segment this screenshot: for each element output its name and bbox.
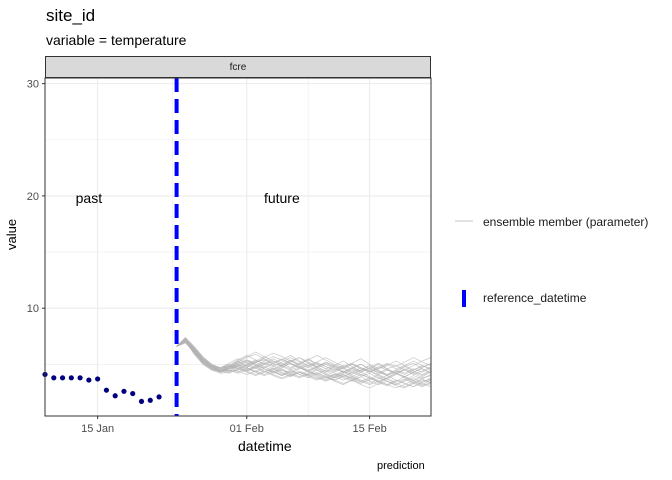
x-tick-label: 01 Feb (230, 423, 264, 435)
annotation-label: past (76, 190, 103, 206)
y-axis: 10 20 30 (27, 79, 45, 315)
observation-point (59, 375, 66, 381)
observation-point (77, 375, 83, 381)
chart-title: site_id (46, 6, 96, 25)
y-tick-label: 10 (27, 303, 39, 315)
ensemble-member-line (176, 339, 432, 376)
observation-point (156, 394, 162, 400)
observation-point (121, 388, 127, 394)
observation-point (138, 398, 145, 405)
chart-subtitle: variable = temperature (46, 32, 187, 48)
panel-border (44, 77, 432, 417)
y-tick-label: 20 (27, 191, 39, 203)
observation-point (112, 393, 118, 399)
observation-point (51, 375, 57, 381)
ensemble-lines (176, 336, 432, 389)
observation-point (95, 376, 101, 382)
chart-caption: prediction (377, 460, 425, 472)
ensemble-member-line (176, 338, 432, 375)
x-axis: 15 Jan 01 Feb 15 Feb (81, 416, 387, 435)
observation-point (103, 387, 110, 393)
observation-point (86, 377, 92, 383)
ensemble-member-line (176, 340, 432, 388)
annotation-label: future (264, 190, 300, 206)
y-axis-label: value (4, 218, 19, 250)
observation-point (68, 375, 74, 381)
ensemble-member-line (176, 338, 432, 374)
x-axis-label: datetime (238, 438, 292, 454)
legend (455, 220, 473, 307)
x-tick-label: 15 Feb (352, 423, 386, 435)
observation-point (130, 390, 136, 397)
legend-label-reference: reference_datetime (483, 291, 587, 305)
legend-label-ensemble: ensemble member (parameter) (483, 215, 649, 229)
annotations: past future (76, 190, 300, 206)
y-tick-label: 30 (27, 79, 39, 91)
x-tick-label: 15 Jan (81, 423, 114, 435)
ensemble-member-line (176, 340, 432, 389)
observation-point (147, 397, 153, 403)
